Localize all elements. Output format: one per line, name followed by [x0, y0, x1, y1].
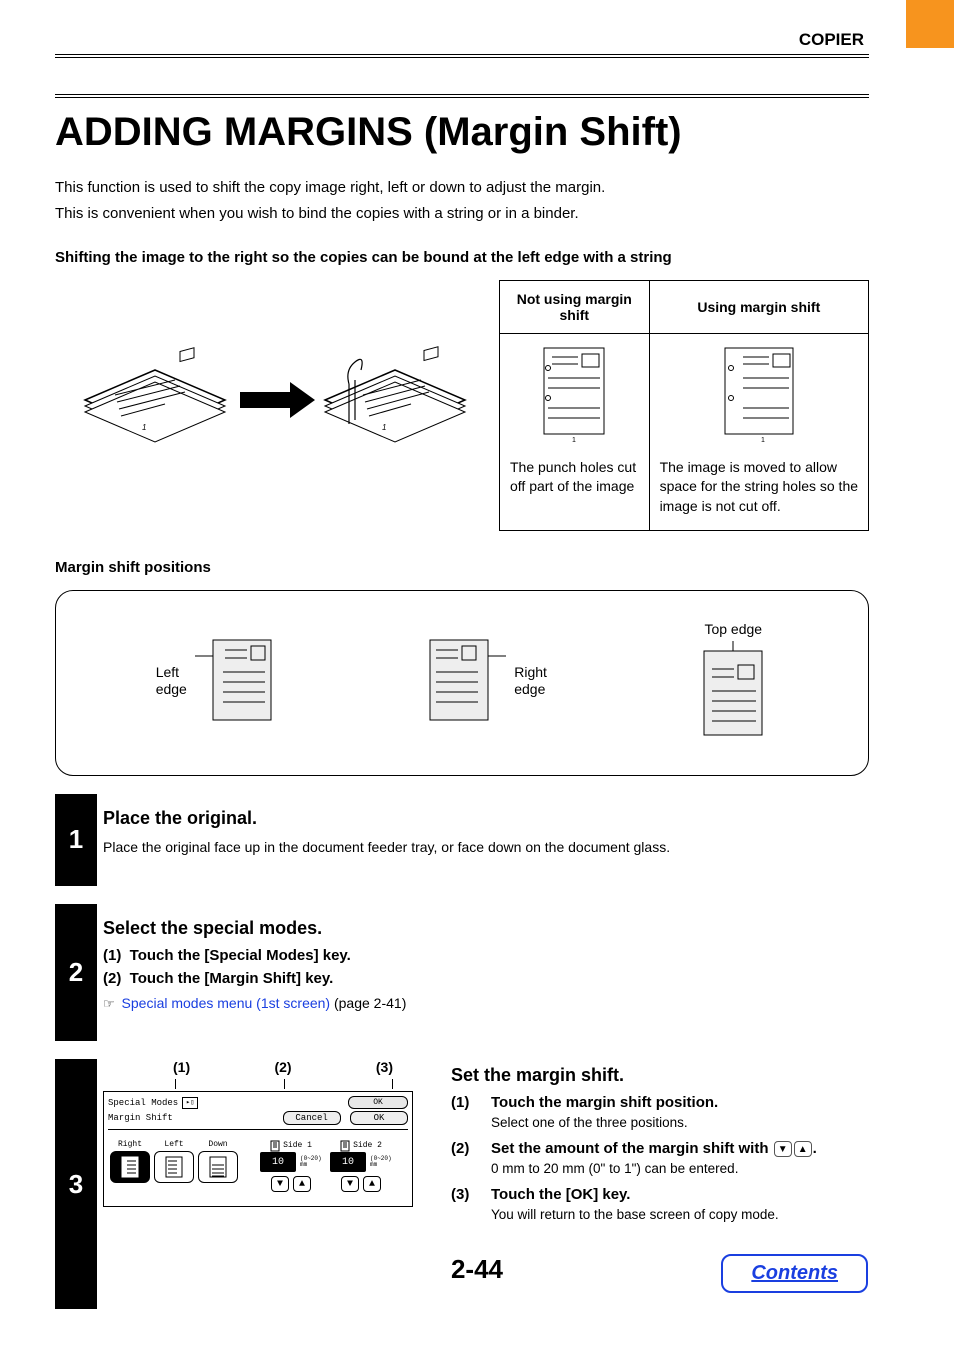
compare-col2-cell: 1 The image is moved to allow space for … — [649, 333, 868, 531]
compare-table: Not using margin shift Using margin shif… — [499, 280, 869, 532]
content: ADDING MARGINS (Margin Shift) This funct… — [55, 110, 869, 1309]
step-2-title: Select the special modes. — [103, 918, 869, 939]
example-row: 1 1 — [55, 280, 869, 532]
side1-icon — [270, 1140, 280, 1152]
ui-down-label: Down — [198, 1140, 238, 1149]
step-1-number: 1 — [55, 794, 97, 885]
ui-side2-range: (0~20)mm — [370, 1156, 392, 1168]
step-3-item-2: (2) Set the amount of the margin shift w… — [451, 1140, 869, 1157]
ui-ok-top-button[interactable]: OK — [348, 1096, 408, 1109]
compare-col1-head: Not using margin shift — [500, 280, 650, 333]
section-tab — [906, 0, 954, 48]
not-using-diagram: 1 — [534, 344, 614, 444]
step-1-text: Place the original face up in the docume… — [103, 837, 869, 857]
ui-side1-col: Side 1 10 (0~20)mm ▼ ▲ — [260, 1140, 322, 1192]
position-top: Top edge — [698, 621, 768, 741]
ui-left-label: Left — [154, 1140, 194, 1149]
section-header: COPIER — [799, 30, 864, 50]
mini-page-num: 1 — [572, 437, 576, 444]
step-3-title: Set the margin shift. — [451, 1065, 869, 1086]
ui-side1-value: 10 — [260, 1152, 296, 1172]
ui-ok-button[interactable]: OK — [350, 1111, 408, 1125]
step-2-sub1: (1) Touch the [Special Modes] key. — [103, 947, 869, 964]
contents-button[interactable]: Contents — [721, 1254, 868, 1293]
marker-1: (1) — [173, 1059, 190, 1075]
ui-screen: Special Modes ▸▯ OK Margin Shift Cancel … — [103, 1091, 413, 1207]
mini-page-num-2: 1 — [761, 437, 765, 444]
inline-up-icon: ▲ — [794, 1141, 812, 1157]
step-3-item-3: (3)Touch the [OK] key. — [451, 1186, 869, 1203]
step-2-number: 2 — [55, 904, 97, 1042]
ui-margin-shift-label: Margin Shift — [108, 1113, 173, 1123]
step-3-item-3-body: You will return to the base screen of co… — [491, 1207, 869, 1222]
position-top-label: Top edge — [704, 621, 762, 637]
example-heading: Shifting the image to the right so the c… — [55, 249, 869, 266]
step-3-item-2-body: 0 mm to 20 mm (0" to 1") can be entered. — [491, 1161, 869, 1176]
positions-box: Left edge Right edge Top edge — [55, 590, 869, 776]
marker-2: (2) — [274, 1059, 291, 1075]
step-1: 1 Place the original. Place the original… — [55, 794, 869, 885]
inline-down-icon: ▼ — [774, 1141, 792, 1157]
position-left-l1: Left — [156, 664, 187, 681]
position-left: Left edge — [156, 636, 275, 726]
ui-side1-up-button[interactable]: ▲ — [293, 1176, 311, 1192]
side2-icon — [340, 1140, 350, 1152]
compare-col2-text: The image is moved to allow space for th… — [660, 458, 858, 517]
page-right-icon — [121, 1156, 139, 1178]
ui-down-button[interactable] — [198, 1151, 238, 1183]
step-2: 2 Select the special modes. (1) Touch th… — [55, 904, 869, 1042]
step-3-item-1: (1)Touch the margin shift position. — [451, 1094, 869, 1111]
position-right-l1: Right — [514, 664, 547, 681]
binding-illustration: 1 1 — [55, 280, 475, 465]
step-3-item-1-body: Select one of the three positions. — [491, 1115, 869, 1130]
page-left-icon — [165, 1156, 183, 1178]
page-title: ADDING MARGINS (Margin Shift) — [55, 110, 869, 155]
intro-line-2: This is convenient when you wish to bind… — [55, 203, 869, 225]
step-2-link-row: ☞ Special modes menu (1st screen) (page … — [103, 993, 869, 1014]
position-right: Right edge — [426, 636, 547, 726]
compare-col2-head: Using margin shift — [649, 280, 868, 333]
step-1-title: Place the original. — [103, 808, 869, 829]
positions-heading: Margin shift positions — [55, 559, 869, 576]
svg-text:1: 1 — [382, 423, 386, 432]
ui-side2-up-button[interactable]: ▲ — [363, 1176, 381, 1192]
header-rule — [55, 54, 869, 58]
compare-col1-cell: 1 The punch holes cut off part of the im… — [500, 333, 650, 531]
intro-line-1: This function is used to shift the copy … — [55, 177, 869, 199]
position-left-l2: edge — [156, 681, 187, 698]
ui-left-button[interactable] — [154, 1151, 194, 1183]
ui-side2-col: Side 2 10 (0~20)mm ▼ ▲ — [330, 1140, 392, 1192]
title-rule — [55, 94, 869, 98]
ui-side2-down-button[interactable]: ▼ — [341, 1176, 359, 1192]
special-modes-link[interactable]: Special modes menu (1st screen) — [122, 995, 331, 1011]
page: COPIER ADDING MARGINS (Margin Shift) Thi… — [0, 0, 954, 1351]
ui-side1-range: (0~20)mm — [300, 1156, 322, 1168]
using-diagram: 1 — [719, 344, 799, 444]
ui-special-modes-label: Special Modes — [108, 1098, 178, 1108]
position-right-l2: edge — [514, 681, 547, 698]
ui-side2-value: 10 — [330, 1152, 366, 1172]
ui-right-button[interactable] — [110, 1151, 150, 1183]
ui-side1-label: Side 1 — [283, 1141, 312, 1150]
compare-col1-text: The punch holes cut off part of the imag… — [510, 458, 639, 497]
pointer-icon: ☞ — [103, 995, 115, 1014]
step-2-sub2: (2) Touch the [Margin Shift] key. — [103, 970, 869, 987]
ui-side1-down-button[interactable]: ▼ — [271, 1176, 289, 1192]
ui-side2-label: Side 2 — [353, 1141, 382, 1150]
ui-cancel-button[interactable]: Cancel — [283, 1111, 341, 1125]
svg-text:1: 1 — [142, 423, 146, 432]
page-down-icon — [209, 1156, 227, 1178]
marker-3: (3) — [376, 1059, 393, 1075]
ui-right-label: Right — [110, 1140, 150, 1149]
step-2-link-suffix: (page 2-41) — [330, 995, 406, 1011]
ui-margin-icon: ▸▯ — [182, 1097, 198, 1109]
